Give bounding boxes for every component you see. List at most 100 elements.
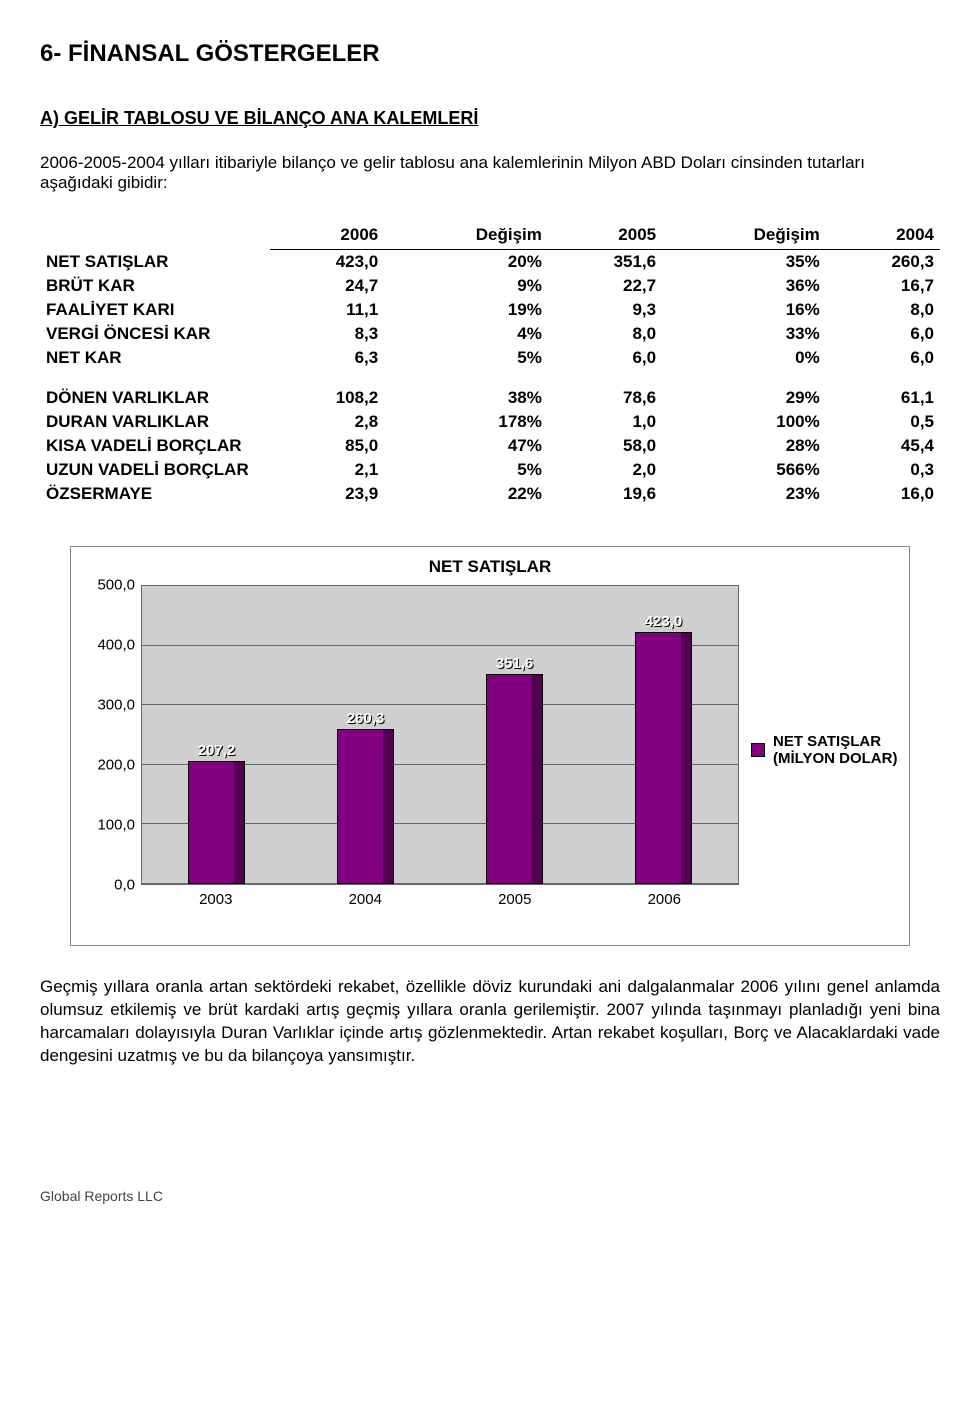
cell: 33% [662, 322, 826, 346]
cell: 6,0 [826, 346, 940, 370]
row-label: ÖZSERMAYE [40, 482, 270, 506]
legend-swatch [751, 743, 765, 757]
cell: 5% [384, 346, 548, 370]
financials-table: 2006 Değişim 2005 Değişim 2004 NET SATIŞ… [40, 221, 940, 506]
table-row: NET SATIŞLAR423,020%351,635%260,3 [40, 250, 940, 275]
bar: 351,6 [486, 674, 543, 884]
row-label: DURAN VARLIKLAR [40, 410, 270, 434]
row-label: KISA VADELİ BORÇLAR [40, 434, 270, 458]
bar: 260,3 [337, 729, 394, 884]
cell: 260,3 [826, 250, 940, 275]
row-label: BRÜT KAR [40, 274, 270, 298]
cell: 19,6 [548, 482, 662, 506]
cell: 100% [662, 410, 826, 434]
plot-wrap: 207,2 260,3 351,6 423,0 2003 2004 2005 2006 [141, 585, 739, 915]
cell: 8,0 [548, 322, 662, 346]
y-axis: 0,0100,0200,0300,0400,0500,0 [81, 585, 141, 915]
cell: 351,6 [548, 250, 662, 275]
col-change1: Değişim [384, 221, 548, 250]
table-row: FAALİYET KARI11,119%9,316%8,0 [40, 298, 940, 322]
x-tick-label: 2005 [498, 891, 531, 908]
cell: 45,4 [826, 434, 940, 458]
bar: 207,2 [188, 761, 245, 884]
cell: 2,8 [270, 410, 384, 434]
col-2004: 2004 [826, 221, 940, 250]
cell: 22% [384, 482, 548, 506]
cell: 58,0 [548, 434, 662, 458]
cell: 6,3 [270, 346, 384, 370]
cell: 2,0 [548, 458, 662, 482]
x-tick-label: 2004 [349, 891, 382, 908]
cell: 23,9 [270, 482, 384, 506]
col-change2: Değişim [662, 221, 826, 250]
cell: 8,3 [270, 322, 384, 346]
intro-paragraph: 2006-2005-2004 yılları itibariyle bilanç… [40, 153, 940, 193]
row-label: UZUN VADELİ BORÇLAR [40, 458, 270, 482]
cell: 0% [662, 346, 826, 370]
col-2006: 2006 [270, 221, 384, 250]
cell: 108,2 [270, 386, 384, 410]
cell: 16% [662, 298, 826, 322]
y-tick-label: 500,0 [97, 577, 135, 594]
cell: 4% [384, 322, 548, 346]
row-label: VERGİ ÖNCESİ KAR [40, 322, 270, 346]
cell: 9% [384, 274, 548, 298]
plot-region: 207,2 260,3 351,6 423,0 [141, 585, 739, 885]
cell: 1,0 [548, 410, 662, 434]
row-label: NET SATIŞLAR [40, 250, 270, 275]
net-sales-chart: NET SATIŞLAR 0,0100,0200,0300,0400,0500,… [70, 546, 910, 946]
cell: 178% [384, 410, 548, 434]
table-row: DURAN VARLIKLAR2,8178%1,0100%0,5 [40, 410, 940, 434]
y-tick-label: 200,0 [97, 757, 135, 774]
cell: 61,1 [826, 386, 940, 410]
col-2005: 2005 [548, 221, 662, 250]
cell: 20% [384, 250, 548, 275]
table-row: NET KAR6,35%6,00%6,0 [40, 346, 940, 370]
bar-value-label: 351,6 [496, 655, 534, 672]
y-tick-label: 400,0 [97, 637, 135, 654]
table-row: KISA VADELİ BORÇLAR85,047%58,028%45,4 [40, 434, 940, 458]
table-header-row: 2006 Değişim 2005 Değişim 2004 [40, 221, 940, 250]
y-tick-label: 0,0 [114, 877, 135, 894]
y-tick-label: 100,0 [97, 817, 135, 834]
table-row: VERGİ ÖNCESİ KAR8,34%8,033%6,0 [40, 322, 940, 346]
y-tick-label: 300,0 [97, 697, 135, 714]
row-label: FAALİYET KARI [40, 298, 270, 322]
cell: 8,0 [826, 298, 940, 322]
document-page: 6- FİNANSAL GÖSTERGELER A) GELİR TABLOSU… [0, 0, 960, 1234]
cell: 2,1 [270, 458, 384, 482]
cell: 423,0 [270, 250, 384, 275]
bar-value-label: 423,0 [645, 613, 683, 630]
cell: 36% [662, 274, 826, 298]
row-label: NET KAR [40, 346, 270, 370]
cell: 19% [384, 298, 548, 322]
legend-label: NET SATIŞLAR (MİLYON DOLAR) [773, 733, 899, 767]
chart-legend: NET SATIŞLAR (MİLYON DOLAR) [739, 585, 899, 915]
cell: 28% [662, 434, 826, 458]
cell: 35% [662, 250, 826, 275]
cell: 9,3 [548, 298, 662, 322]
bar: 423,0 [635, 632, 692, 884]
bar-value-label: 260,3 [347, 710, 385, 727]
cell: 16,0 [826, 482, 940, 506]
cell: 23% [662, 482, 826, 506]
cell: 22,7 [548, 274, 662, 298]
table-row: UZUN VADELİ BORÇLAR2,15%2,0566%0,3 [40, 458, 940, 482]
cell: 85,0 [270, 434, 384, 458]
cell: 11,1 [270, 298, 384, 322]
section-heading: A) GELİR TABLOSU VE BİLANÇO ANA KALEMLER… [40, 108, 960, 129]
x-tick-label: 2006 [648, 891, 681, 908]
footer-source: Global Reports LLC [40, 1188, 960, 1204]
x-tick-label: 2003 [199, 891, 232, 908]
cell: 38% [384, 386, 548, 410]
analysis-paragraph: Geçmiş yıllara oranla artan sektördeki r… [40, 976, 940, 1068]
cell: 0,3 [826, 458, 940, 482]
cell: 0,5 [826, 410, 940, 434]
cell: 6,0 [548, 346, 662, 370]
cell: 78,6 [548, 386, 662, 410]
cell: 29% [662, 386, 826, 410]
bar-value-label: 207,2 [198, 742, 236, 759]
table-row: ÖZSERMAYE23,922%19,623%16,0 [40, 482, 940, 506]
cell: 47% [384, 434, 548, 458]
table-row: DÖNEN VARLIKLAR108,238%78,629%61,1 [40, 386, 940, 410]
